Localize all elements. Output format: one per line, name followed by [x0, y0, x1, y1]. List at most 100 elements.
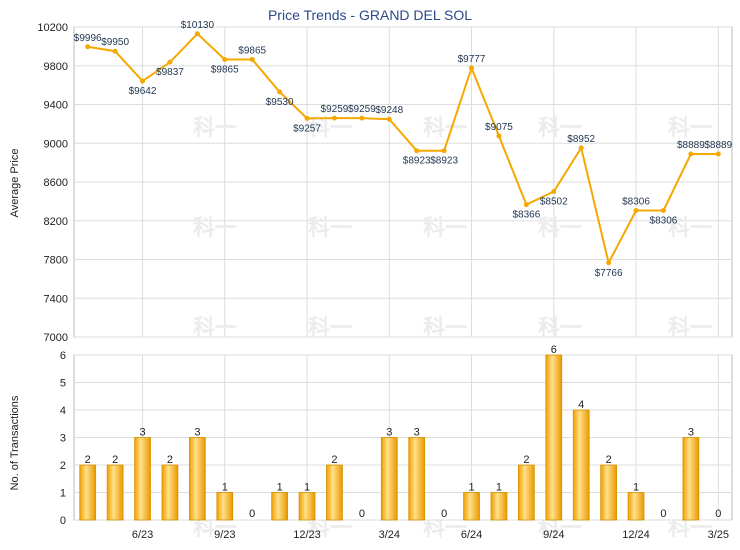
transactions-bar: [79, 464, 97, 521]
transactions-y-tick-label: 3: [60, 433, 66, 445]
watermark-text: 科一: [423, 216, 467, 241]
transactions-data-label: 0: [441, 508, 447, 520]
price-data-label: $10130: [181, 20, 215, 31]
price-data-label: $9259: [321, 104, 349, 115]
transactions-y-tick-label: 4: [60, 405, 66, 417]
watermark-text: 科一: [668, 316, 712, 341]
price-point: [660, 207, 666, 213]
transactions-bar: [161, 464, 179, 521]
transactions-bar: [518, 464, 535, 521]
price-data-label: $8306: [622, 196, 650, 207]
price-data-label: $9865: [211, 64, 239, 75]
price-data-label: $9996: [74, 33, 102, 44]
transactions-bar: [298, 492, 316, 521]
transactions-data-label: 2: [167, 454, 173, 466]
price-data-label: $8306: [650, 215, 678, 226]
transactions-bar: [271, 492, 288, 521]
transactions-bar: [380, 437, 398, 521]
x-tick-label: 12/24: [622, 529, 650, 541]
transactions-data-label: 3: [386, 427, 392, 439]
price-point: [633, 207, 639, 213]
transactions-data-label: 2: [523, 454, 529, 466]
transactions-bar: [490, 492, 508, 521]
watermark-text: 科一: [193, 316, 237, 341]
price-y-tick-label: 8600: [44, 177, 68, 189]
x-tick-label: 3/24: [379, 529, 400, 541]
transactions-y-tick-label: 2: [60, 460, 66, 472]
x-tick-label: 12/23: [293, 529, 321, 541]
watermark-text: 科一: [308, 216, 352, 241]
transactions-data-label: 1: [222, 482, 228, 494]
transactions-data-label: 0: [660, 508, 666, 520]
transactions-data-label: 0: [715, 508, 721, 520]
price-point: [578, 145, 584, 151]
transactions-bar: [572, 409, 590, 521]
price-y-tick-label: 8200: [44, 216, 68, 228]
transactions-data-label: 1: [633, 482, 639, 494]
price-point: [386, 116, 392, 122]
x-tick-label: 6/24: [461, 529, 482, 541]
price-point: [551, 188, 557, 194]
price-point: [331, 115, 337, 121]
watermark-text: 科一: [308, 116, 352, 141]
x-tick-label: 9/23: [214, 529, 235, 541]
price-data-label: $9530: [266, 97, 294, 108]
price-y-tick-label: 7400: [44, 293, 68, 305]
price-data-label: $7766: [595, 268, 623, 279]
price-point: [496, 133, 502, 139]
transactions-data-label: 1: [496, 482, 502, 494]
price-point: [441, 148, 447, 154]
price-point: [414, 148, 420, 154]
watermark-text: 科一: [538, 216, 582, 241]
x-tick-label: 9/24: [543, 529, 564, 541]
transactions-data-label: 6: [551, 344, 557, 356]
price-point: [304, 115, 310, 121]
transactions-data-label: 3: [139, 427, 145, 439]
transactions-bar: [600, 464, 617, 521]
transactions-data-label: 0: [249, 508, 255, 520]
transactions-data-label: 1: [468, 482, 474, 494]
transactions-bar: [627, 492, 645, 521]
price-point: [469, 65, 475, 71]
price-y-tick-label: 7800: [44, 255, 68, 267]
transactions-data-label: 2: [112, 454, 118, 466]
transactions-bar: [189, 437, 206, 521]
price-point: [606, 260, 612, 266]
price-point: [715, 151, 721, 157]
price-y-tick-label: 9000: [44, 138, 68, 150]
price-data-label: $8889: [677, 140, 705, 151]
price-y-tick-label: 7000: [44, 332, 68, 344]
transactions-data-label: 3: [194, 427, 200, 439]
transactions-data-label: 1: [277, 482, 283, 494]
watermark-text: 科一: [193, 116, 237, 141]
watermark-text: 科一: [423, 316, 467, 341]
price-point: [167, 59, 173, 65]
y-axis-title-transactions: No. of Transactions: [9, 395, 21, 490]
transactions-data-label: 3: [688, 427, 694, 439]
price-point: [277, 89, 283, 95]
price-data-label: $9777: [458, 54, 486, 65]
transactions-data-label: 0: [359, 508, 365, 520]
price-series-line: [87, 32, 719, 266]
watermark-text: 科一: [668, 216, 712, 241]
transactions-data-label: 1: [304, 482, 310, 494]
price-data-label: $8923: [430, 156, 458, 167]
transactions-y-tick-label: 1: [60, 488, 66, 500]
price-point: [85, 44, 91, 50]
price-data-label: $9865: [238, 45, 266, 56]
transactions-bar: [545, 354, 563, 521]
watermark-text: 科一: [423, 116, 467, 141]
transactions-bar: [682, 437, 700, 521]
transactions-y-tick-label: 6: [60, 350, 66, 362]
transactions-bar: [134, 437, 151, 521]
price-y-tick-label: 10200: [37, 22, 68, 34]
chart-title: Price Trends - GRAND DEL SOL: [268, 7, 472, 23]
watermark-text: 科一: [308, 316, 352, 341]
price-point: [112, 48, 118, 54]
price-data-label: $8889: [704, 140, 732, 151]
price-data-label: $8502: [540, 196, 568, 207]
price-data-label: $8952: [567, 134, 595, 145]
transactions-y-tick-label: 0: [60, 515, 66, 527]
transactions-data-label: 2: [331, 454, 337, 466]
